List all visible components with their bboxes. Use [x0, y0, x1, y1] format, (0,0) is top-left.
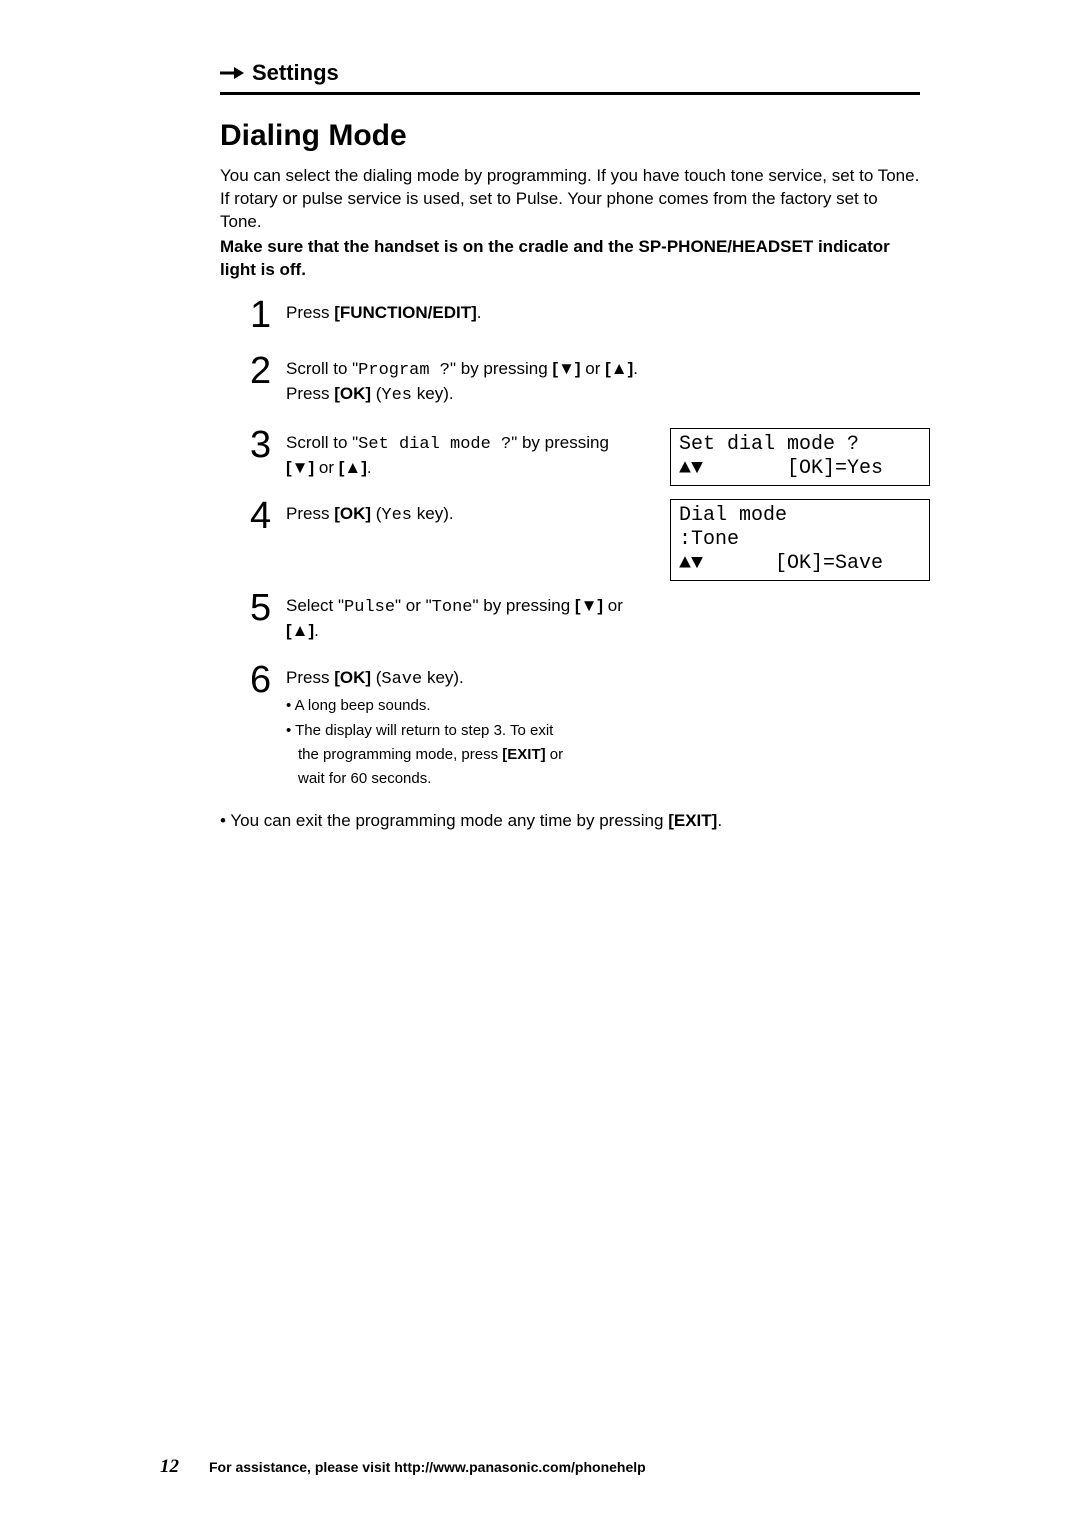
section-title: Settings	[252, 60, 339, 86]
step-number: 1	[250, 296, 286, 334]
key-label: [EXIT]	[668, 811, 717, 830]
lcd-display-2: Dial mode :Tone ▲▼ [OK]=Save	[670, 499, 930, 581]
step-body: Scroll to "Program ?" by pressing [▼] or…	[286, 356, 646, 408]
text: the programming mode, press	[298, 746, 502, 763]
text: or	[581, 359, 606, 378]
key-label: [▼]	[286, 458, 314, 477]
mono-text: Set dial mode ?	[358, 435, 511, 454]
page-footer: 12 For assistance, please visit http://w…	[0, 1456, 1080, 1478]
key-label: [▲]	[605, 359, 633, 378]
text: .	[314, 621, 319, 640]
text: key).	[422, 668, 464, 687]
warning-text: Make sure that the handset is on the cra…	[220, 236, 920, 282]
lcd-line: Set dial mode ?	[679, 433, 859, 456]
mono-text: Program ?	[358, 361, 450, 380]
text: or	[314, 458, 339, 477]
text: (	[371, 668, 381, 687]
mono-text: Save	[381, 670, 422, 689]
text: Press	[286, 303, 334, 322]
steps-list: 1 Press [FUNCTION/EDIT]. 2 Scroll to "Pr…	[250, 300, 920, 790]
step-1: 1 Press [FUNCTION/EDIT].	[250, 300, 920, 334]
step-5: 5 Select "Pulse" or "Tone" by pressing […	[250, 593, 920, 643]
text: .	[717, 811, 722, 830]
text: .	[367, 458, 372, 477]
lcd-line: ▲▼ [OK]=Save	[679, 552, 883, 575]
key-label: [▲]	[339, 458, 367, 477]
text: or	[603, 596, 623, 615]
text: • The display will return to step 3. To …	[286, 722, 553, 739]
text: Scroll to "	[286, 433, 358, 452]
text: key).	[412, 384, 454, 403]
text: " or "	[395, 596, 432, 615]
key-label: [▲]	[286, 621, 314, 640]
step-number: 5	[250, 589, 286, 627]
key-label: [OK]	[334, 384, 371, 403]
key-label: [EXIT]	[502, 746, 545, 763]
sub-line: wait for 60 seconds.	[298, 769, 666, 789]
text: (	[371, 384, 381, 403]
sub-line: the programming mode, press [EXIT] or	[298, 745, 666, 765]
step-number: 6	[250, 661, 286, 699]
step-2: 2 Scroll to "Program ?" by pressing [▼] …	[250, 356, 920, 408]
text: (	[371, 504, 381, 523]
step-4: 4 Press [OK] (Yes key). Dial mode :Tone …	[250, 501, 920, 571]
text: " by pressing	[472, 596, 574, 615]
page-heading: Dialing Mode	[220, 119, 920, 153]
page-number: 12	[160, 1456, 179, 1478]
key-label: [FUNCTION/EDIT]	[334, 303, 477, 322]
mono-text: Tone	[432, 598, 473, 617]
text: • You can exit the programming mode any …	[220, 811, 668, 830]
text: Select "	[286, 596, 344, 615]
text: " by pressing	[450, 359, 552, 378]
text: or	[546, 746, 564, 763]
text: Press	[286, 504, 334, 523]
lcd-line: ▲▼ [OK]=Yes	[679, 457, 883, 480]
mono-text: Yes	[381, 506, 412, 525]
step-number: 3	[250, 426, 286, 464]
sub-bullet: • A long beep sounds.	[286, 696, 666, 716]
key-label: [OK]	[334, 504, 371, 523]
step-number: 2	[250, 352, 286, 390]
lcd-line: Dial mode	[679, 504, 787, 527]
text: Press	[286, 668, 334, 687]
footer-note: • You can exit the programming mode any …	[220, 811, 920, 831]
step-body: Press [FUNCTION/EDIT].	[286, 300, 920, 325]
step-6: 6 Press [OK] (Save key). • A long beep s…	[250, 665, 920, 789]
lcd-display-1: Set dial mode ? ▲▼ [OK]=Yes	[670, 428, 930, 486]
text: .	[477, 303, 482, 322]
key-label: [OK]	[334, 668, 371, 687]
divider	[220, 92, 920, 95]
mono-text: Pulse	[344, 598, 395, 617]
footer-text: For assistance, please visit http://www.…	[209, 1459, 646, 1475]
text: key).	[412, 504, 454, 523]
key-label: [▼]	[552, 359, 580, 378]
lcd-line: :Tone	[679, 528, 739, 551]
sub-bullet: • The display will return to step 3. To …	[286, 721, 666, 741]
intro-paragraph: You can select the dialing mode by progr…	[220, 165, 920, 234]
step-body: Scroll to "Set dial mode ?" by pressing …	[286, 430, 626, 480]
step-body: Select "Pulse" or "Tone" by pressing [▼]…	[286, 593, 646, 643]
step-body: Press [OK] (Save key). • A long beep sou…	[286, 665, 666, 789]
arrow-right-icon	[220, 65, 244, 81]
text: Scroll to "	[286, 359, 358, 378]
section-header: Settings	[220, 60, 920, 86]
key-label: [▼]	[575, 596, 603, 615]
step-number: 4	[250, 497, 286, 535]
text: " by pressing	[511, 433, 609, 452]
step-3: 3 Scroll to "Set dial mode ?" by pressin…	[250, 430, 920, 480]
mono-text: Yes	[381, 386, 412, 405]
